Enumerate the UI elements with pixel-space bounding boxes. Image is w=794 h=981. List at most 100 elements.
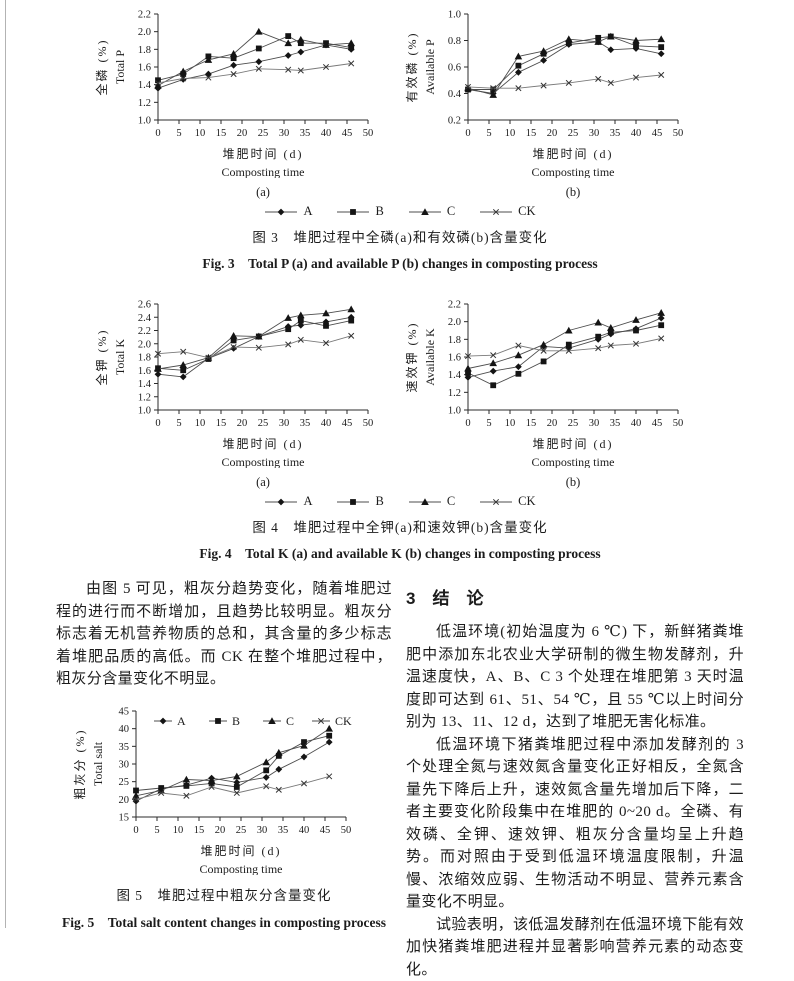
svg-text:45: 45 bbox=[119, 706, 130, 717]
svg-text:20: 20 bbox=[547, 128, 558, 139]
svg-text:1.6: 1.6 bbox=[138, 63, 151, 74]
legend-item-B: B bbox=[336, 494, 383, 509]
legend-item-C: C bbox=[408, 204, 455, 219]
legend-item-C: C bbox=[408, 494, 455, 509]
svg-text:45: 45 bbox=[320, 825, 331, 836]
svg-text:35: 35 bbox=[610, 418, 621, 429]
svg-text:30: 30 bbox=[589, 418, 600, 429]
diamond-marker-icon bbox=[264, 496, 298, 508]
svg-text:30: 30 bbox=[119, 759, 130, 770]
svg-text:2.0: 2.0 bbox=[138, 27, 151, 38]
svg-text:0: 0 bbox=[465, 128, 470, 139]
svg-text:20: 20 bbox=[547, 418, 558, 429]
svg-text:40: 40 bbox=[321, 128, 332, 139]
svg-text:30: 30 bbox=[589, 128, 600, 139]
svg-text:Available K: Available K bbox=[423, 328, 437, 386]
svg-text:1.2: 1.2 bbox=[138, 392, 151, 403]
svg-text:5: 5 bbox=[176, 418, 181, 429]
fig3-caption-en: Fig. 3 Total P (a) and available P (b) c… bbox=[56, 252, 744, 272]
svg-text:35: 35 bbox=[610, 128, 621, 139]
svg-text:10: 10 bbox=[505, 418, 516, 429]
conclusion-paragraph-3: 试验表明，该低温发酵剂在低温环境下能有效加快猪粪堆肥进程并显著影响营养元素的动态… bbox=[406, 914, 744, 981]
svg-text:1.8: 1.8 bbox=[138, 353, 151, 364]
x-marker-icon bbox=[479, 206, 513, 218]
fig4-caption-en: Fig. 4 Total K (a) and available K (b) c… bbox=[56, 542, 744, 562]
right-column: 3 结 论 低温环境(初始温度为 6 ℃) 下，新鲜猪粪堆肥中添加东北农业大学研… bbox=[406, 578, 744, 981]
svg-text:堆肥时间 (d): 堆肥时间 (d) bbox=[223, 147, 304, 161]
svg-text:50: 50 bbox=[363, 128, 374, 139]
fig4-legend: A B C CK bbox=[56, 494, 744, 509]
svg-text:25: 25 bbox=[236, 825, 247, 836]
svg-text:Total K: Total K bbox=[113, 339, 127, 375]
svg-text:20: 20 bbox=[237, 418, 248, 429]
svg-text:50: 50 bbox=[341, 825, 352, 836]
conclusion-paragraph-1: 低温环境(初始温度为 6 ℃) 下，新鲜猪粪堆肥中添加东北农业大学研制的微生物发… bbox=[406, 621, 744, 734]
svg-text:粗灰分 (%): 粗灰分 (%) bbox=[73, 728, 87, 799]
two-column-body: 由图 5 可见，粗灰分趋势变化，随着堆肥过程的进行而不断增加，且趋势比较明显。粗… bbox=[56, 578, 744, 981]
svg-text:50: 50 bbox=[673, 128, 684, 139]
svg-text:2.6: 2.6 bbox=[138, 300, 151, 311]
legend-item-B: B bbox=[336, 204, 383, 219]
legend-item-label: C bbox=[447, 204, 455, 219]
svg-text:0: 0 bbox=[133, 825, 138, 836]
svg-text:15: 15 bbox=[119, 812, 130, 823]
square-marker-icon bbox=[336, 206, 370, 218]
svg-text:25: 25 bbox=[568, 418, 579, 429]
svg-text:Available P: Available P bbox=[423, 39, 437, 95]
svg-text:1.0: 1.0 bbox=[138, 116, 151, 127]
conclusion-heading: 3 结 论 bbox=[406, 584, 744, 609]
legend-item-label: A bbox=[303, 204, 312, 219]
svg-text:堆肥时间 (d): 堆肥时间 (d) bbox=[533, 437, 614, 451]
square-marker-icon bbox=[336, 496, 370, 508]
triangle-marker-icon bbox=[408, 496, 442, 508]
legend-item-label: B bbox=[375, 494, 383, 509]
fig3-caption-zh: 图 3 堆肥过程中全磷(a)和有效磷(b)含量变化 bbox=[56, 226, 744, 246]
svg-text:50: 50 bbox=[363, 418, 374, 429]
svg-text:1.0: 1.0 bbox=[138, 406, 151, 417]
legend-item-CK: CK bbox=[479, 494, 535, 509]
triangle-marker-icon bbox=[408, 206, 442, 218]
svg-text:40: 40 bbox=[119, 724, 130, 735]
svg-text:35: 35 bbox=[300, 128, 311, 139]
svg-text:30: 30 bbox=[279, 418, 290, 429]
svg-text:40: 40 bbox=[631, 128, 642, 139]
legend-item-label: A bbox=[303, 494, 312, 509]
svg-text:50: 50 bbox=[673, 418, 684, 429]
diamond-marker-icon bbox=[264, 206, 298, 218]
svg-text:25: 25 bbox=[119, 777, 130, 788]
svg-text:全磷 (%): 全磷 (%) bbox=[94, 39, 109, 96]
svg-text:45: 45 bbox=[652, 128, 663, 139]
svg-text:35: 35 bbox=[300, 418, 311, 429]
legend-item-label: CK bbox=[518, 204, 535, 219]
svg-text:25: 25 bbox=[258, 418, 269, 429]
legend-item-A: A bbox=[264, 204, 312, 219]
svg-text:0: 0 bbox=[465, 418, 470, 429]
svg-text:10: 10 bbox=[195, 418, 206, 429]
svg-text:1.4: 1.4 bbox=[138, 379, 152, 390]
svg-text:A: A bbox=[177, 714, 186, 728]
svg-text:0: 0 bbox=[155, 128, 160, 139]
svg-text:1.4: 1.4 bbox=[138, 80, 152, 91]
svg-text:有效磷 (%): 有效磷 (%) bbox=[404, 32, 419, 103]
svg-text:堆肥时间 (d): 堆肥时间 (d) bbox=[533, 147, 614, 161]
svg-text:C: C bbox=[286, 714, 294, 728]
svg-text:10: 10 bbox=[195, 128, 206, 139]
fig3-legend: A B C CK bbox=[56, 204, 744, 219]
svg-text:20: 20 bbox=[119, 794, 130, 805]
page-edge-line bbox=[5, 0, 6, 928]
svg-text:0.4: 0.4 bbox=[448, 89, 462, 100]
svg-text:Composting time: Composting time bbox=[221, 165, 304, 178]
left-paragraph: 由图 5 可见，粗灰分趋势变化，随着堆肥过程的进行而不断增加，且趋势比较明显。粗… bbox=[56, 578, 392, 691]
svg-text:5: 5 bbox=[176, 128, 181, 139]
svg-text:2.0: 2.0 bbox=[448, 317, 461, 328]
svg-text:2.2: 2.2 bbox=[138, 326, 151, 337]
svg-text:0.2: 0.2 bbox=[448, 116, 461, 127]
